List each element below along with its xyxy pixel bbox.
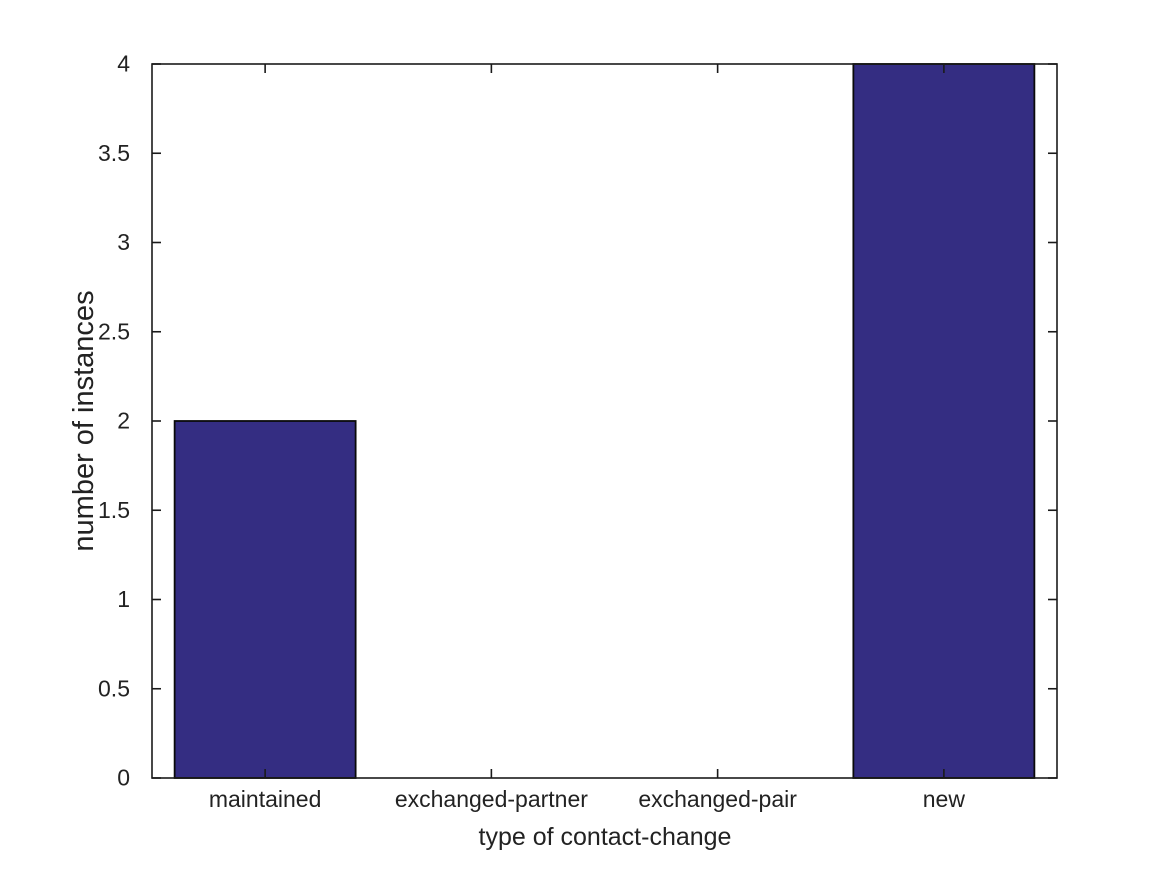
svg-text:type of contact-change: type of contact-change [479,823,732,851]
svg-text:number of instances: number of instances [68,290,100,551]
svg-text:exchanged-pair: exchanged-pair [638,786,797,812]
svg-text:1.5: 1.5 [98,497,130,523]
svg-text:2.5: 2.5 [98,318,130,344]
svg-text:3.5: 3.5 [98,140,130,166]
svg-text:2: 2 [117,408,130,434]
svg-text:maintained: maintained [209,786,322,812]
svg-text:1: 1 [117,586,130,612]
svg-text:new: new [923,786,966,812]
svg-text:exchanged-partner: exchanged-partner [395,786,588,812]
svg-text:0: 0 [117,765,130,791]
svg-text:0.5: 0.5 [98,675,130,701]
svg-text:3: 3 [117,229,130,255]
svg-text:4: 4 [117,51,130,77]
